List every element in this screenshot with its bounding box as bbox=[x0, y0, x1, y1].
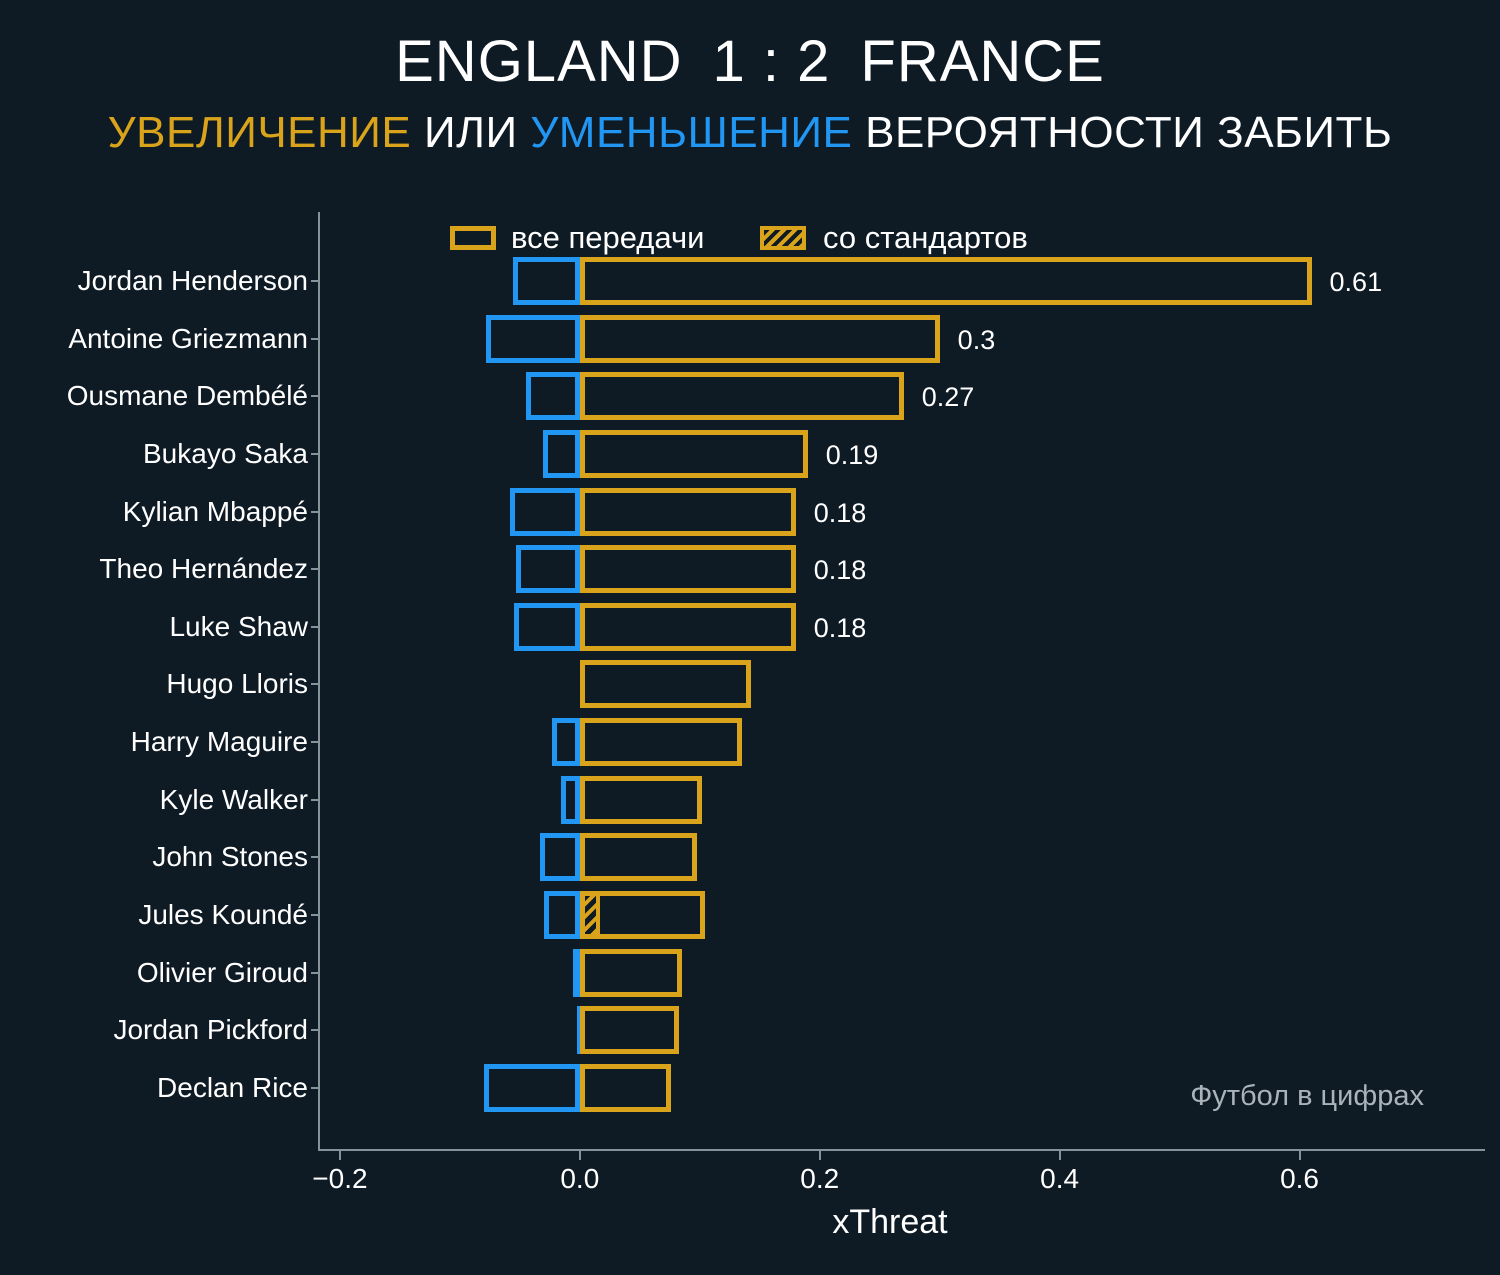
legend-all-passes-swatch-icon bbox=[450, 226, 496, 250]
y-tick bbox=[311, 856, 320, 859]
legend-standards-label: со стандартов bbox=[823, 220, 1028, 255]
match-score: 1 : 2 bbox=[712, 29, 831, 94]
player-label: Theo Hernández bbox=[99, 553, 308, 585]
x-tick-label: 0.2 bbox=[800, 1163, 840, 1194]
y-tick bbox=[311, 337, 320, 340]
x-tick-label: −0.2 bbox=[312, 1163, 368, 1194]
bar-decrease bbox=[542, 429, 580, 478]
bar-decrease bbox=[513, 602, 580, 651]
player-label: Jordan Henderson bbox=[77, 265, 308, 296]
bar-decrease bbox=[525, 372, 580, 421]
y-tick bbox=[311, 741, 320, 744]
bar-decrease bbox=[560, 775, 580, 824]
y-tick bbox=[311, 971, 320, 974]
y-tick bbox=[311, 280, 320, 282]
y-tick bbox=[311, 1029, 320, 1032]
bar-increase bbox=[579, 1006, 680, 1055]
legend-all-passes-label: все передачи bbox=[511, 220, 705, 255]
player-label: Antoine Griezmann bbox=[68, 322, 308, 354]
player-label: Jules Koundé bbox=[138, 899, 308, 931]
player-label: Bukayo Saka bbox=[143, 437, 308, 469]
bar-increase bbox=[579, 429, 808, 478]
x-tick bbox=[338, 1151, 341, 1160]
x-tick bbox=[1298, 1151, 1301, 1160]
player-label: Declan Rice bbox=[157, 1071, 308, 1103]
subtitle-or-word: ИЛИ bbox=[423, 108, 518, 157]
bar-decrease bbox=[483, 1063, 580, 1112]
bar-value-label: 0.27 bbox=[921, 382, 975, 413]
x-tick-label: 0.4 bbox=[1040, 1163, 1080, 1194]
bar-standards bbox=[579, 891, 601, 940]
bar-decrease bbox=[516, 545, 580, 594]
player-label: Jordan Pickford bbox=[113, 1014, 308, 1046]
y-tick bbox=[311, 395, 320, 398]
subtitle-rest: ВЕРОЯТНОСТИ ЗАБИТЬ bbox=[865, 108, 1393, 157]
bar-value-label: 0.3 bbox=[957, 324, 996, 355]
player-label: Ousmane Dembélé bbox=[66, 380, 308, 412]
bar-decrease bbox=[572, 948, 580, 997]
player-label: Luke Shaw bbox=[169, 610, 308, 642]
bar-increase bbox=[579, 602, 796, 651]
bar-increase bbox=[579, 372, 904, 421]
y-tick bbox=[311, 798, 320, 801]
subtitle-decrease-word: УМЕНЬШЕНИЕ bbox=[530, 108, 853, 157]
bar-decrease bbox=[510, 487, 580, 536]
y-tick bbox=[311, 625, 320, 628]
player-label: Olivier Giroud bbox=[136, 956, 308, 988]
player-label: Harry Maguire bbox=[130, 726, 308, 758]
player-label: Hugo Lloris bbox=[166, 668, 308, 700]
bar-decrease bbox=[486, 314, 580, 363]
y-tick bbox=[311, 683, 320, 686]
bar-value-label: 0.61 bbox=[1329, 267, 1383, 297]
y-tick bbox=[311, 1086, 320, 1089]
bar-value-label: 0.19 bbox=[825, 439, 879, 470]
x-axis-spine bbox=[318, 1149, 1485, 1151]
y-tick bbox=[311, 914, 320, 917]
bar-value-label: 0.18 bbox=[813, 497, 867, 528]
bar-increase bbox=[579, 487, 796, 536]
player-label: Kylian Mbappé bbox=[122, 495, 308, 527]
away-team-name: FRANCE bbox=[860, 29, 1105, 94]
x-tick-label: 0.0 bbox=[560, 1163, 600, 1194]
bar-increase bbox=[579, 660, 752, 709]
bar-decrease bbox=[543, 891, 580, 940]
home-team-name: ENGLAND bbox=[395, 29, 683, 94]
bar-increase bbox=[579, 718, 742, 767]
y-tick bbox=[311, 452, 320, 455]
bar-decrease bbox=[552, 718, 580, 767]
x-axis-title: xThreat bbox=[832, 1203, 948, 1241]
chart-subtitle: УВЕЛИЧЕНИЕ ИЛИ УМЕНЬШЕНИЕ ВЕРОЯТНОСТИ ЗА… bbox=[0, 108, 1500, 158]
legend-standards-swatch-icon bbox=[760, 226, 806, 250]
bar-increase bbox=[579, 1063, 671, 1112]
x-tick bbox=[818, 1151, 821, 1160]
bar-increase bbox=[579, 314, 940, 363]
bar-increase bbox=[579, 948, 682, 997]
bar-increase bbox=[579, 775, 703, 824]
y-tick bbox=[311, 510, 320, 513]
x-tick-label: 0.6 bbox=[1280, 1163, 1320, 1194]
x-tick bbox=[1058, 1151, 1061, 1160]
bar-increase bbox=[579, 257, 1312, 305]
bar-value-label: 0.18 bbox=[813, 612, 867, 643]
player-label: John Stones bbox=[152, 841, 308, 873]
x-tick bbox=[578, 1151, 581, 1160]
bar-value-label: 0.18 bbox=[813, 555, 867, 586]
bar-increase bbox=[579, 545, 796, 594]
subtitle-increase-word: УВЕЛИЧЕНИЕ bbox=[107, 108, 412, 157]
y-tick bbox=[311, 568, 320, 571]
match-title: ENGLAND 1 : 2 FRANCE bbox=[0, 28, 1500, 95]
bar-increase bbox=[579, 833, 698, 882]
y-axis-spine bbox=[318, 212, 320, 1150]
bar-decrease bbox=[512, 257, 580, 305]
watermark: Футбол в цифрах bbox=[1190, 1080, 1424, 1112]
bar-decrease bbox=[577, 1006, 580, 1055]
bar-decrease bbox=[540, 833, 580, 882]
player-label: Kyle Walker bbox=[159, 783, 308, 815]
